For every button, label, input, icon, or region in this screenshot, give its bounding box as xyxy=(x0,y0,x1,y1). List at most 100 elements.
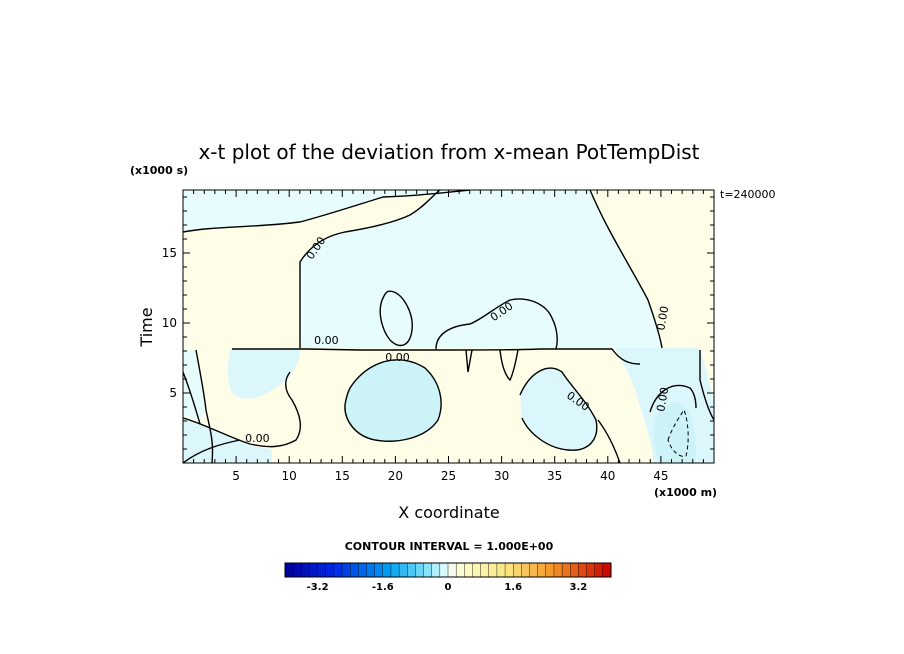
cool-patch xyxy=(653,402,696,463)
colorbar-tick-label: 0 xyxy=(445,582,452,593)
x-tick-label: 15 xyxy=(335,469,350,483)
contour-line xyxy=(195,349,214,463)
colorbar-cell xyxy=(423,562,433,578)
colorbar-cell xyxy=(439,562,449,578)
colorbar-cell xyxy=(374,562,384,578)
upper-cool-region xyxy=(183,190,470,232)
contour-value-label: 0.00 xyxy=(245,432,270,445)
x-axis: 5 10 15 20 25 30 35 40 45 xyxy=(193,190,704,483)
contour-value-label: 0.00 xyxy=(654,386,671,412)
colorbar-cell xyxy=(447,562,457,578)
colorbar-cell xyxy=(578,562,588,578)
colorbar-cell xyxy=(390,562,400,578)
contour-line xyxy=(232,348,641,365)
colorbar-tick-label: -3.2 xyxy=(307,582,329,593)
colorbar-cell xyxy=(480,562,490,578)
colorbar-cell xyxy=(358,562,368,578)
colorbar-cell xyxy=(561,562,571,578)
colorbar-cell xyxy=(325,562,335,578)
colorbar-cell xyxy=(586,562,596,578)
cool-patch xyxy=(344,359,442,442)
contour-lines xyxy=(183,190,714,463)
x-tick-label: 25 xyxy=(441,469,456,483)
contour-line xyxy=(519,367,598,451)
cool-patch xyxy=(183,350,206,420)
x-tick-label: 10 xyxy=(282,469,297,483)
colorbar-cell xyxy=(284,562,294,578)
colorbar-tick-label: 1.6 xyxy=(504,582,522,593)
colorbar-cell xyxy=(341,562,351,578)
colorbar-cell xyxy=(350,562,359,578)
cool-patch xyxy=(228,349,300,399)
contour-line xyxy=(649,384,697,413)
colorbar-cell xyxy=(309,562,319,578)
colorbar-cell xyxy=(521,562,530,578)
colorbar-tick-label: 3.2 xyxy=(570,582,588,593)
colorbar-cell xyxy=(513,562,522,578)
colorbar: -3.2 -1.6 0 1.6 3.2 xyxy=(284,562,612,593)
y-tick-label: 10 xyxy=(162,316,177,330)
x-unit-label: (x1000 m) xyxy=(654,486,717,499)
contour-line xyxy=(183,439,241,463)
colorbar-cell xyxy=(570,562,579,578)
contour-line xyxy=(183,190,471,233)
x-tick-label: 5 xyxy=(232,469,240,483)
y-tick-label: 5 xyxy=(169,386,177,400)
contour-value-label: 0.00 xyxy=(385,351,410,364)
colorbar-cell xyxy=(455,562,465,578)
y-axis: 5 10 15 xyxy=(162,196,714,450)
x-tick-label: 35 xyxy=(547,469,562,483)
y-unit-label: (x1000 s) xyxy=(130,164,188,177)
contour-line xyxy=(597,419,621,463)
contour-line xyxy=(435,298,558,350)
x-axis-label: X coordinate xyxy=(398,503,499,522)
contour-line xyxy=(379,290,413,347)
colorbar-cell xyxy=(537,562,547,578)
contour-value-label: 0.00 xyxy=(314,334,339,347)
plot-area xyxy=(183,190,714,463)
colorbar-cell xyxy=(496,562,506,578)
x-tick-label: 20 xyxy=(388,469,403,483)
colorbar-cell xyxy=(504,562,514,578)
colorbar-cell xyxy=(431,562,441,578)
colorbar-cell xyxy=(407,562,416,578)
colorbar-cell xyxy=(553,562,563,578)
contour-line xyxy=(183,371,302,448)
colorbar-cell xyxy=(545,562,555,578)
contour-line xyxy=(499,349,519,382)
colorbar-cell xyxy=(317,562,327,578)
upper-cool-region xyxy=(300,190,662,348)
contour-line xyxy=(299,190,441,348)
time-stamp: t=240000 xyxy=(720,188,776,201)
colorbar-cell xyxy=(472,562,482,578)
contour-value-label: 0.00 xyxy=(654,305,671,331)
colorbar-cell xyxy=(382,562,392,578)
cool-patch xyxy=(183,418,272,463)
contour-interval-text: CONTOUR INTERVAL = 1.000E+00 xyxy=(345,540,554,553)
contour-line xyxy=(699,350,714,421)
contour-line xyxy=(183,371,201,425)
contour-line xyxy=(344,359,442,442)
colorbar-cell xyxy=(398,562,408,578)
colorbar-cell xyxy=(529,562,539,578)
colorbar-cell xyxy=(594,562,604,578)
contour-line xyxy=(589,190,663,349)
colorbar-tick-label: -1.6 xyxy=(372,582,394,593)
chart-title: x-t plot of the deviation from x-mean Po… xyxy=(198,140,699,164)
cool-patch xyxy=(520,368,597,451)
y-tick-label: 15 xyxy=(162,246,177,260)
x-tick-label: 45 xyxy=(653,469,668,483)
colorbar-cell xyxy=(488,562,498,578)
colorbar-cell xyxy=(292,562,302,578)
colorbar-cell xyxy=(333,562,343,578)
colorbar-cell xyxy=(415,562,425,578)
colorbar-frame xyxy=(284,562,612,578)
contour-line-dashed xyxy=(667,408,689,457)
colorbar-cell xyxy=(301,562,310,578)
x-tick-label: 40 xyxy=(600,469,615,483)
colorbar-cell xyxy=(366,562,376,578)
y-axis-label: Time xyxy=(137,307,156,347)
colorbar-cell xyxy=(464,562,473,578)
colorbar-cell xyxy=(602,562,612,578)
